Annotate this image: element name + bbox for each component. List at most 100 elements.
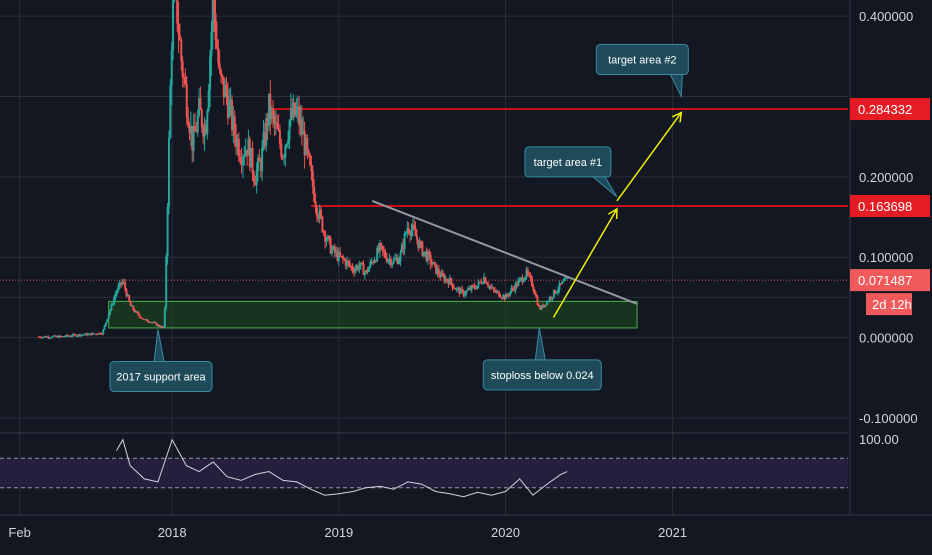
candle-body (494, 289, 497, 292)
candle-body (563, 278, 566, 281)
candle-body (100, 333, 103, 335)
candle-body (533, 289, 536, 295)
projection-arrow[interactable] (616, 112, 682, 202)
candle-body (525, 269, 528, 277)
candle-body (128, 295, 131, 302)
candle-body (193, 126, 196, 132)
candle-body (46, 336, 49, 338)
support-zone[interactable] (108, 300, 638, 329)
candle-body (40, 337, 43, 339)
candle-body (280, 143, 283, 157)
annotation-callout[interactable]: target area #1 (524, 146, 618, 198)
candle-body (365, 270, 368, 273)
candle-body (247, 138, 250, 156)
candle-body (56, 336, 59, 338)
annotation-callout[interactable]: 2017 support area (109, 329, 213, 393)
annotation-callout[interactable]: target area #2 (595, 43, 689, 99)
candle-body (192, 126, 195, 151)
candle-body (317, 216, 320, 219)
candle-body (37, 336, 40, 338)
candle-body (140, 317, 143, 319)
candle-body (277, 128, 280, 131)
candle-body (472, 285, 475, 287)
x-tick-label: 2018 (158, 525, 187, 540)
y-tick-label: 0.100000 (859, 250, 913, 265)
candle-body (499, 296, 502, 298)
candle-body (529, 275, 532, 278)
candle-body (252, 173, 255, 182)
candle-body (150, 322, 153, 324)
candle-body (561, 281, 564, 284)
candle-body (377, 247, 380, 252)
candle-body (240, 160, 243, 166)
candle-body (557, 289, 560, 293)
candle-body (239, 156, 242, 161)
candle-body (443, 275, 446, 282)
candle-body (237, 138, 240, 157)
callout-text: stoploss below 0.024 (491, 370, 594, 382)
callout-pointer (534, 327, 546, 361)
candle-body (172, 0, 175, 51)
callout-box[interactable] (595, 43, 689, 75)
candle-body (191, 125, 194, 151)
candle-body (39, 336, 42, 338)
candle-body (373, 260, 376, 263)
candle-body (511, 288, 514, 290)
candle-body (380, 242, 383, 246)
callout-pointer (591, 176, 618, 198)
rsi-line[interactable] (116, 438, 568, 498)
projection-arrow[interactable] (552, 208, 618, 318)
candle-body (378, 242, 381, 252)
candle-body (221, 75, 224, 78)
y-tick-label: -0.100000 (859, 411, 918, 426)
candle-body (255, 170, 258, 186)
candle-body (487, 284, 490, 287)
callout-box[interactable] (524, 146, 612, 178)
candle-body (209, 56, 212, 91)
annotation-callout[interactable]: stoploss below 0.024 (482, 327, 602, 391)
candle-body (220, 70, 223, 76)
candle-body (328, 235, 331, 239)
candle-body (243, 155, 246, 158)
candle-body (540, 305, 543, 310)
candle-body (141, 318, 144, 320)
price-tag[interactable] (850, 194, 930, 217)
candle-body (148, 321, 151, 323)
price-tag[interactable] (850, 98, 930, 121)
candle-body (518, 278, 521, 281)
candle-body (474, 287, 477, 289)
candle-body (509, 291, 512, 296)
price-tag[interactable] (850, 269, 930, 292)
price-axis[interactable]: 0.400000 0.200000 0.100000 0.000000 -0.10000… (849, 0, 932, 550)
x-tick-label: 2021 (658, 525, 687, 540)
candle-body (89, 333, 92, 336)
candle-body (489, 286, 492, 288)
price-tag-label: 0.163698 (858, 199, 912, 214)
candle-body (391, 263, 394, 266)
candle-body (103, 325, 106, 330)
candle-body (224, 84, 227, 98)
candle-body (422, 251, 425, 256)
candle-body (287, 139, 290, 144)
candle-body (41, 336, 44, 338)
candle-body (466, 289, 469, 291)
candle-body (165, 256, 168, 308)
candle-body (152, 322, 155, 324)
candle-body (433, 262, 436, 264)
candle-body (251, 148, 254, 174)
candle-body (217, 47, 220, 64)
candle-body (477, 281, 480, 286)
candle-body (202, 127, 205, 137)
candle-body (181, 61, 184, 78)
candle-body (187, 117, 190, 127)
candle-body (385, 257, 388, 263)
candle-body (398, 260, 401, 264)
time-axis[interactable]: Feb 2018 2019 2020 2021 (0, 514, 932, 540)
candle-body (302, 130, 305, 135)
candle-body (155, 322, 158, 326)
candle-body (372, 261, 375, 263)
descending-trendline[interactable] (371, 200, 638, 305)
candle-body (473, 285, 476, 288)
